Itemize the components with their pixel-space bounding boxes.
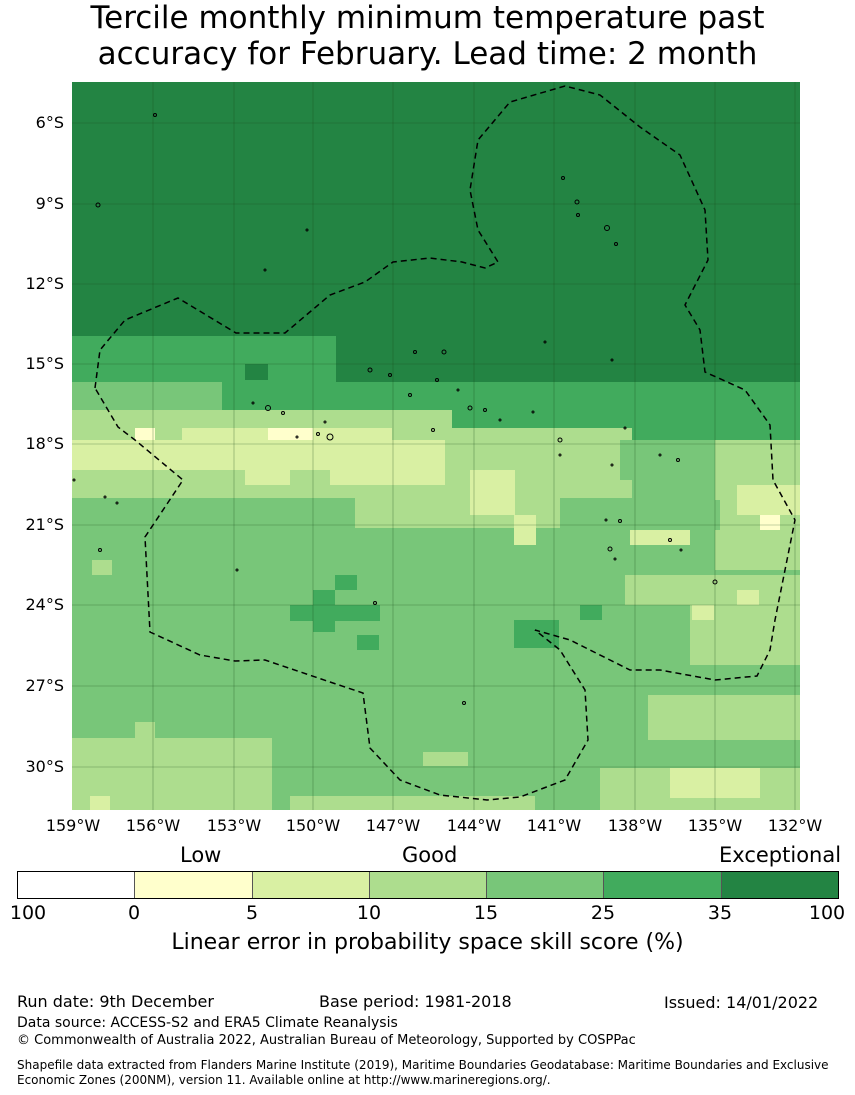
- lon-label: 138°W: [607, 816, 663, 835]
- colorbar-tick: 15: [473, 902, 499, 924]
- skill-patch-south: [737, 590, 759, 605]
- skill-patch-south: [625, 575, 800, 605]
- skill-band-very-good: [355, 382, 445, 412]
- lon-label: 156°W: [125, 816, 181, 835]
- issued-date: Issued: 14/01/2022: [664, 993, 819, 1012]
- lat-label: 18°S: [25, 434, 64, 453]
- skill-band-low: [514, 515, 536, 545]
- skill-patch-south: [692, 605, 714, 620]
- lat-label: 9°S: [35, 194, 64, 213]
- skill-patch: [245, 364, 268, 380]
- colorbar-tick: 100: [808, 902, 846, 924]
- shapefile-credit-2: Economic Zones (200NM), version 11. Avai…: [17, 1073, 551, 1087]
- eez-boundary: [94, 85, 796, 801]
- colorbar-segment: [252, 872, 370, 898]
- skill-band-low: [330, 440, 445, 485]
- category-exceptional: Exceptional: [719, 843, 842, 867]
- lon-label: 141°W: [526, 816, 582, 835]
- skill-band-medium: [620, 440, 715, 480]
- lon-label: 147°W: [365, 816, 421, 835]
- colorbar-tick: 100: [9, 902, 47, 924]
- base-period: Base period: 1981-2018: [319, 992, 512, 1011]
- colorbar-segment: [18, 872, 136, 898]
- skill-patch-high: [580, 605, 602, 620]
- skill-region-exceptional: [72, 82, 800, 372]
- skill-patch-south: [245, 738, 268, 768]
- lat-label: 15°S: [25, 354, 64, 373]
- skill-patch-south: [423, 752, 468, 766]
- colorbar-tick: 0: [127, 902, 141, 924]
- colorbar-segment: [604, 872, 722, 898]
- skill-patch-high: [335, 575, 357, 590]
- lon-label: 153°W: [206, 816, 262, 835]
- skill-band-low: [630, 530, 690, 545]
- lat-label: 30°S: [25, 757, 64, 776]
- skill-map: [72, 82, 800, 810]
- run-date: Run date: 9th December: [17, 992, 214, 1011]
- skill-patch-south: [90, 796, 110, 810]
- lon-label: 132°W: [767, 816, 823, 835]
- colorbar-tick: 35: [707, 902, 733, 924]
- skill-patch-south: [290, 796, 535, 810]
- lon-label: 150°W: [285, 816, 341, 835]
- skill-band-good: [72, 382, 222, 412]
- lon-label: 135°W: [687, 816, 743, 835]
- lat-label: 12°S: [25, 274, 64, 293]
- islands: [72, 113, 718, 705]
- skill-patch-high: [313, 590, 335, 632]
- skill-band-zero: [268, 428, 313, 440]
- category-low: Low: [180, 843, 222, 867]
- lat-label: 24°S: [25, 595, 64, 614]
- skill-band-zero: [760, 515, 780, 530]
- colorbar-segment: [135, 872, 253, 898]
- skill-patch-high: [514, 620, 559, 648]
- colorbar-segment: [487, 872, 605, 898]
- title-line-1: Tercile monthly minimum temperature past: [90, 0, 765, 36]
- skill-band-zero: [135, 428, 155, 440]
- colorbar-tick: 5: [245, 902, 259, 924]
- colorbar-segment: [369, 872, 488, 898]
- lon-label: 144°W: [446, 816, 502, 835]
- skill-patch-south: [560, 500, 720, 530]
- skill-band-low: [72, 440, 182, 470]
- skill-patch-south: [135, 722, 155, 738]
- skill-patch-high: [357, 635, 379, 650]
- skill-region-exceptional-mid: [336, 336, 560, 382]
- data-source: Data source: ACCESS-S2 and ERA5 Climate …: [17, 1015, 398, 1031]
- colorbar-tick: 10: [356, 902, 382, 924]
- shapefile-credit-1: Shapefile data extracted from Flanders M…: [17, 1058, 829, 1072]
- colorbar-segment: [721, 872, 838, 898]
- skill-band-low: [470, 470, 515, 515]
- lat-label: 21°S: [25, 515, 64, 534]
- colorbar: [17, 871, 839, 899]
- copyright: © Commonwealth of Australia 2022, Austra…: [17, 1033, 636, 1048]
- title-line-2: accuracy for February. Lead time: 2 mont…: [97, 36, 758, 72]
- category-good: Good: [402, 843, 458, 867]
- graticule: [72, 82, 800, 810]
- skill-patch-south: [648, 695, 800, 740]
- lat-label: 27°S: [25, 676, 64, 695]
- skill-patch-south: [92, 560, 112, 575]
- chart-title: Tercile monthly minimum temperature past…: [0, 0, 855, 72]
- skill-band-low: [245, 470, 290, 485]
- colorbar-label: Linear error in probability space skill …: [171, 930, 684, 955]
- lat-label: 6°S: [35, 113, 64, 132]
- colorbar-tick: 25: [590, 902, 616, 924]
- skill-band-medium: [72, 410, 452, 428]
- lon-label: 159°W: [45, 816, 101, 835]
